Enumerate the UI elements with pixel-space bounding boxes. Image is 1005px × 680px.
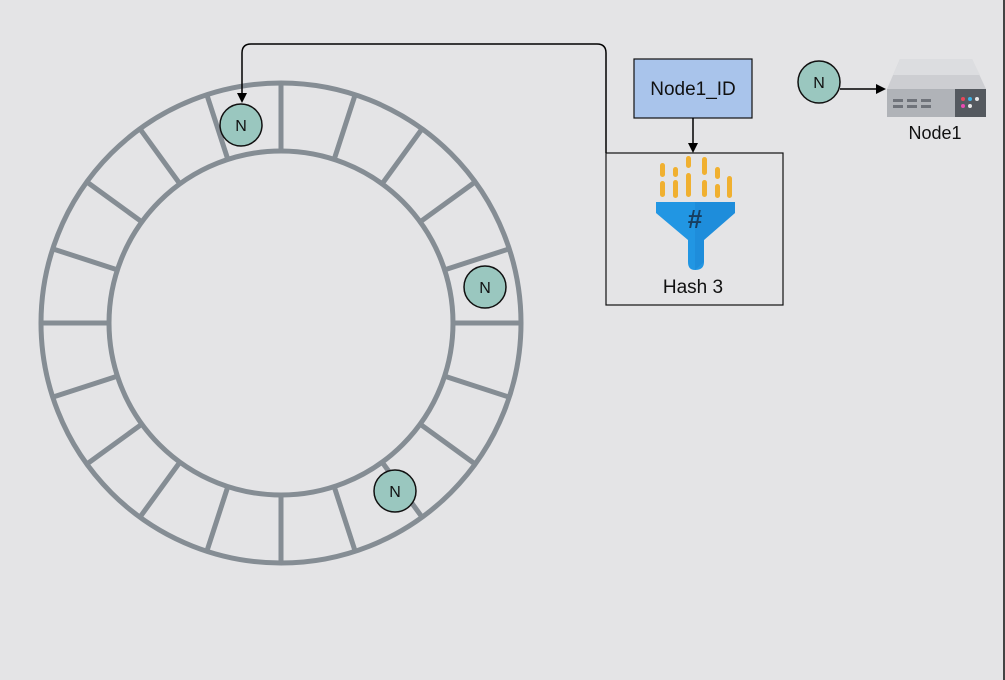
ring-spoke bbox=[443, 246, 511, 273]
ring-spoke bbox=[51, 246, 119, 273]
ring-inner-circle bbox=[106, 148, 456, 498]
ring-spoke bbox=[137, 127, 182, 186]
hash-box-rect bbox=[605, 152, 784, 306]
hash-to-ring-connector bbox=[237, 43, 607, 153]
server-node-badge[interactable]: N bbox=[797, 60, 841, 104]
hash-function-box[interactable]: # Hash 3 bbox=[605, 152, 784, 306]
hash-funnel-icon: # bbox=[656, 156, 735, 270]
ring-node-label: N bbox=[235, 118, 247, 135]
ring-spoke bbox=[443, 373, 511, 400]
ring-spoke bbox=[331, 93, 358, 161]
ring-spokes bbox=[41, 83, 521, 563]
ring-spoke bbox=[85, 422, 144, 467]
node-id-input-box[interactable]: Node1_ID bbox=[633, 58, 753, 119]
ring-node-circle bbox=[373, 469, 417, 513]
server-icon[interactable] bbox=[887, 59, 986, 117]
ring-spoke bbox=[204, 93, 231, 161]
ring-node-label: N bbox=[479, 280, 491, 297]
node-id-label: Node1_ID bbox=[650, 79, 736, 100]
ring-spoke bbox=[85, 179, 144, 224]
node-id-box-rect bbox=[633, 58, 753, 119]
ring-node-circle bbox=[219, 103, 263, 147]
ring-spoke bbox=[418, 422, 477, 467]
server-node-label: N bbox=[813, 75, 825, 92]
ring-spoke bbox=[51, 373, 119, 400]
server-name-label: Node1 bbox=[908, 123, 961, 143]
ring-spoke bbox=[418, 179, 477, 224]
ring-spoke bbox=[204, 485, 231, 553]
ring-node-top[interactable]: N bbox=[219, 103, 263, 147]
ring-spoke bbox=[331, 485, 358, 553]
ring-node-label: N bbox=[389, 484, 401, 501]
hash-box-label: Hash 3 bbox=[663, 277, 723, 298]
hash-ring bbox=[38, 80, 524, 566]
ring-outer-circle bbox=[38, 80, 524, 566]
ring-node-right[interactable]: N bbox=[463, 265, 507, 309]
ring-node-circle bbox=[463, 265, 507, 309]
ring-node-bottom[interactable]: N bbox=[373, 469, 417, 513]
svg-text:#: # bbox=[688, 204, 703, 234]
server-node-circle bbox=[797, 60, 841, 104]
ring-spoke bbox=[380, 127, 425, 186]
ring-spoke bbox=[137, 460, 182, 519]
